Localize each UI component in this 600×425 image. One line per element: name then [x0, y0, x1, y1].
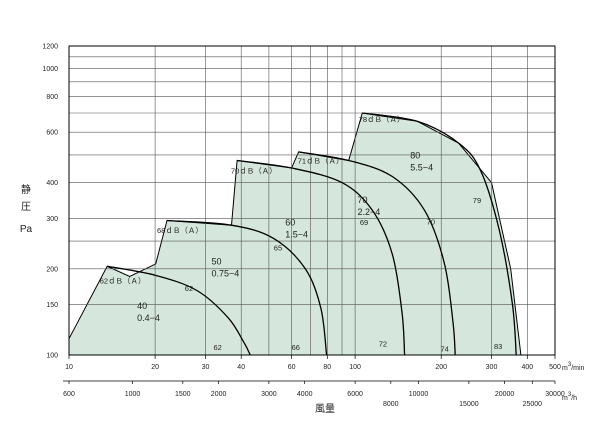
- x2-tick-2000: 2000: [211, 391, 227, 398]
- x-axis-label: 風量: [315, 403, 335, 415]
- x-unit-primary: m3/min: [562, 362, 585, 372]
- y-tick-600: 600: [46, 130, 58, 137]
- efficiency-label-5: 79: [473, 196, 481, 205]
- axes: 100 150 200 300 400 600 800 1000 1200 10 20 30 40 60 8…: [42, 44, 564, 409]
- x2-tick-15000: 15000: [459, 401, 479, 408]
- x2-tick-30000: 30000: [545, 391, 565, 398]
- efficiency-label-7: 66: [292, 343, 300, 352]
- model-name-50: 50: [212, 257, 222, 267]
- curve-label-1: 62ｄＢ（Ａ）: [100, 276, 146, 285]
- x2-tick-6000: 6000: [347, 391, 363, 398]
- efficiency-label-4: 70: [427, 217, 435, 226]
- grid: [68, 45, 556, 356]
- x-tick-40: 40: [237, 364, 245, 371]
- model-name-60: 60: [285, 218, 295, 228]
- x-tick-60: 60: [288, 364, 296, 371]
- y-tick-400: 400: [46, 180, 58, 187]
- x-tick-100: 100: [349, 364, 361, 371]
- curve-label-3: 70ｄＢ（Ａ）: [231, 167, 277, 176]
- curve-label-4: 71ｄＢ（Ａ）: [298, 157, 344, 166]
- x2-tick-4000: 4000: [297, 391, 313, 398]
- y-tick-800: 800: [46, 94, 58, 101]
- x2-tick-1000: 1000: [125, 391, 141, 398]
- efficiency-label-1: 62: [185, 284, 193, 293]
- y-tick-150: 150: [46, 302, 58, 309]
- y-tick-1000: 1000: [42, 66, 58, 73]
- x-tick-400: 400: [521, 364, 533, 371]
- y-axis-unit: Pa: [20, 224, 33, 235]
- x2-tick-10000: 10000: [409, 391, 429, 398]
- efficiency-label-10: 83: [494, 342, 502, 351]
- curve-5: [362, 112, 517, 356]
- model-power-80: 5.5−4: [410, 163, 433, 173]
- model-power-60: 1.5−4: [285, 230, 308, 240]
- efficiency-label-3: 69: [360, 218, 368, 227]
- x2-tick-8000: 8000: [383, 401, 399, 408]
- model-power-50: 0.75−4: [212, 269, 240, 279]
- model-name-40: 40: [137, 301, 147, 311]
- y-tick-300: 300: [46, 216, 58, 223]
- plot-border: [68, 45, 556, 356]
- curve-4: [298, 151, 456, 356]
- x-tick-10: 10: [65, 364, 73, 371]
- x-tick-80: 80: [323, 364, 331, 371]
- y-tick-1200: 1200: [42, 44, 58, 51]
- y-axis-label-char-1: 静: [21, 183, 31, 196]
- efficiency-label-9: 74: [441, 344, 449, 353]
- x-tick-500: 500: [549, 364, 561, 371]
- x-tick-20: 20: [151, 364, 159, 371]
- x-unit-secondary: m3/h: [562, 392, 577, 402]
- x2-tick-20000: 20000: [495, 391, 515, 398]
- x2-tick-25000: 25000: [523, 401, 543, 408]
- y-tick-100: 100: [46, 353, 58, 360]
- efficiency-label-6: 62: [214, 343, 222, 352]
- x2-tick-600: 600: [63, 391, 75, 398]
- curve-3: [237, 159, 406, 356]
- x-tick-300: 300: [486, 364, 498, 371]
- x2-tick-1500: 1500: [175, 391, 191, 398]
- model-name-70: 70: [358, 195, 368, 205]
- curve-2: [166, 219, 328, 356]
- y-axis-label-char-2: 圧: [21, 202, 31, 213]
- curve-labels: 62ｄＢ（Ａ） 68ｄＢ（Ａ） 70ｄＢ（Ａ） 71ｄＢ（Ａ） 78ｄＢ（Ａ） 40 0.4…: [100, 115, 503, 353]
- performance-curves: [107, 112, 517, 356]
- curve-1: [107, 265, 251, 356]
- x2-tick-3000: 3000: [261, 391, 277, 398]
- efficiency-label-8: 72: [379, 340, 387, 349]
- efficiency-label-2: 65: [274, 243, 282, 252]
- model-power-70: 2.2−4: [358, 207, 381, 217]
- curve-label-5: 78ｄＢ（Ａ）: [359, 115, 405, 124]
- curve-label-2: 68ｄＢ（Ａ）: [157, 226, 203, 235]
- x-tick-200: 200: [435, 364, 447, 371]
- model-power-40: 0.4−4: [137, 313, 160, 323]
- x-tick-30: 30: [202, 364, 210, 371]
- y-tick-200: 200: [46, 266, 58, 273]
- model-name-80: 80: [410, 151, 420, 161]
